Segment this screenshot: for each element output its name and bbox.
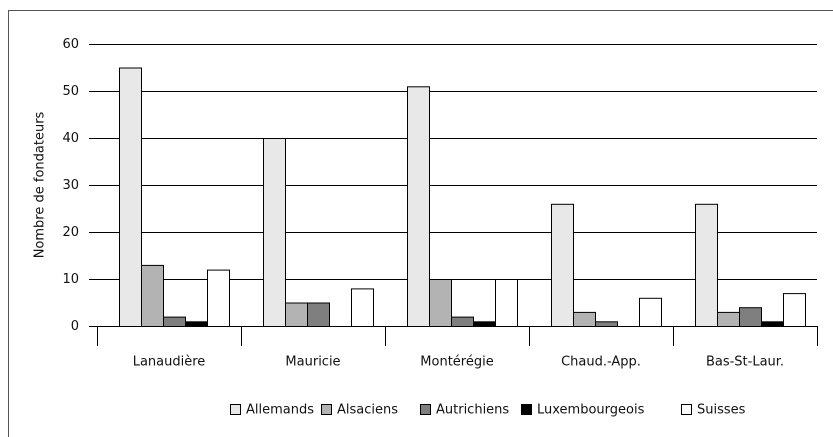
bar bbox=[761, 321, 784, 327]
legend-swatch bbox=[681, 404, 692, 415]
legend-label: Allemands bbox=[246, 403, 314, 418]
bar bbox=[783, 293, 806, 328]
bar bbox=[695, 203, 718, 327]
bar bbox=[429, 279, 452, 327]
bar bbox=[551, 203, 574, 327]
bar bbox=[263, 138, 286, 327]
x-tick-label: Lanaudière bbox=[133, 355, 206, 370]
x-tick-label: Montérégie bbox=[420, 355, 493, 370]
bar bbox=[595, 321, 618, 327]
y-tick-label: 0 bbox=[71, 319, 79, 334]
x-tick-label: Chaud.-App. bbox=[561, 355, 641, 370]
bar bbox=[141, 264, 164, 327]
bar bbox=[639, 297, 662, 327]
bar bbox=[119, 67, 142, 327]
bar bbox=[573, 311, 596, 327]
legend-label: Luxembourgeois bbox=[537, 403, 645, 418]
legend-swatch bbox=[230, 404, 241, 415]
legend-label: Alsaciens bbox=[337, 403, 398, 418]
legend-label: Autrichiens bbox=[436, 403, 509, 418]
legend-swatch bbox=[420, 404, 431, 415]
y-tick-label: 30 bbox=[62, 178, 79, 193]
bar bbox=[717, 311, 740, 327]
bar bbox=[473, 321, 496, 327]
y-tick-label: 40 bbox=[62, 131, 79, 146]
y-tick-label: 20 bbox=[62, 225, 79, 240]
bar bbox=[351, 288, 374, 327]
frame bbox=[8, 10, 833, 437]
bar bbox=[407, 86, 430, 327]
bar bbox=[185, 321, 208, 327]
bar bbox=[739, 307, 762, 328]
bar bbox=[451, 316, 474, 328]
bar bbox=[307, 302, 330, 327]
x-tick-label: Mauricie bbox=[285, 355, 340, 370]
legend-swatch bbox=[321, 404, 332, 415]
bar bbox=[495, 279, 518, 327]
bar bbox=[207, 269, 230, 328]
y-tick-label: 50 bbox=[62, 84, 79, 99]
legend-swatch bbox=[521, 404, 532, 415]
legend-label: Suisses bbox=[697, 403, 746, 418]
y-tick-label: 10 bbox=[62, 272, 79, 287]
bar bbox=[285, 302, 308, 327]
y-tick-label: 60 bbox=[62, 37, 79, 52]
x-tick-label: Bas-St-Laur. bbox=[706, 355, 784, 370]
y-axis-label: Nombre de fondateurs bbox=[33, 111, 48, 258]
bar bbox=[163, 316, 186, 328]
